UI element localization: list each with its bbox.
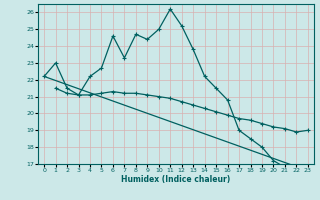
X-axis label: Humidex (Indice chaleur): Humidex (Indice chaleur) — [121, 175, 231, 184]
